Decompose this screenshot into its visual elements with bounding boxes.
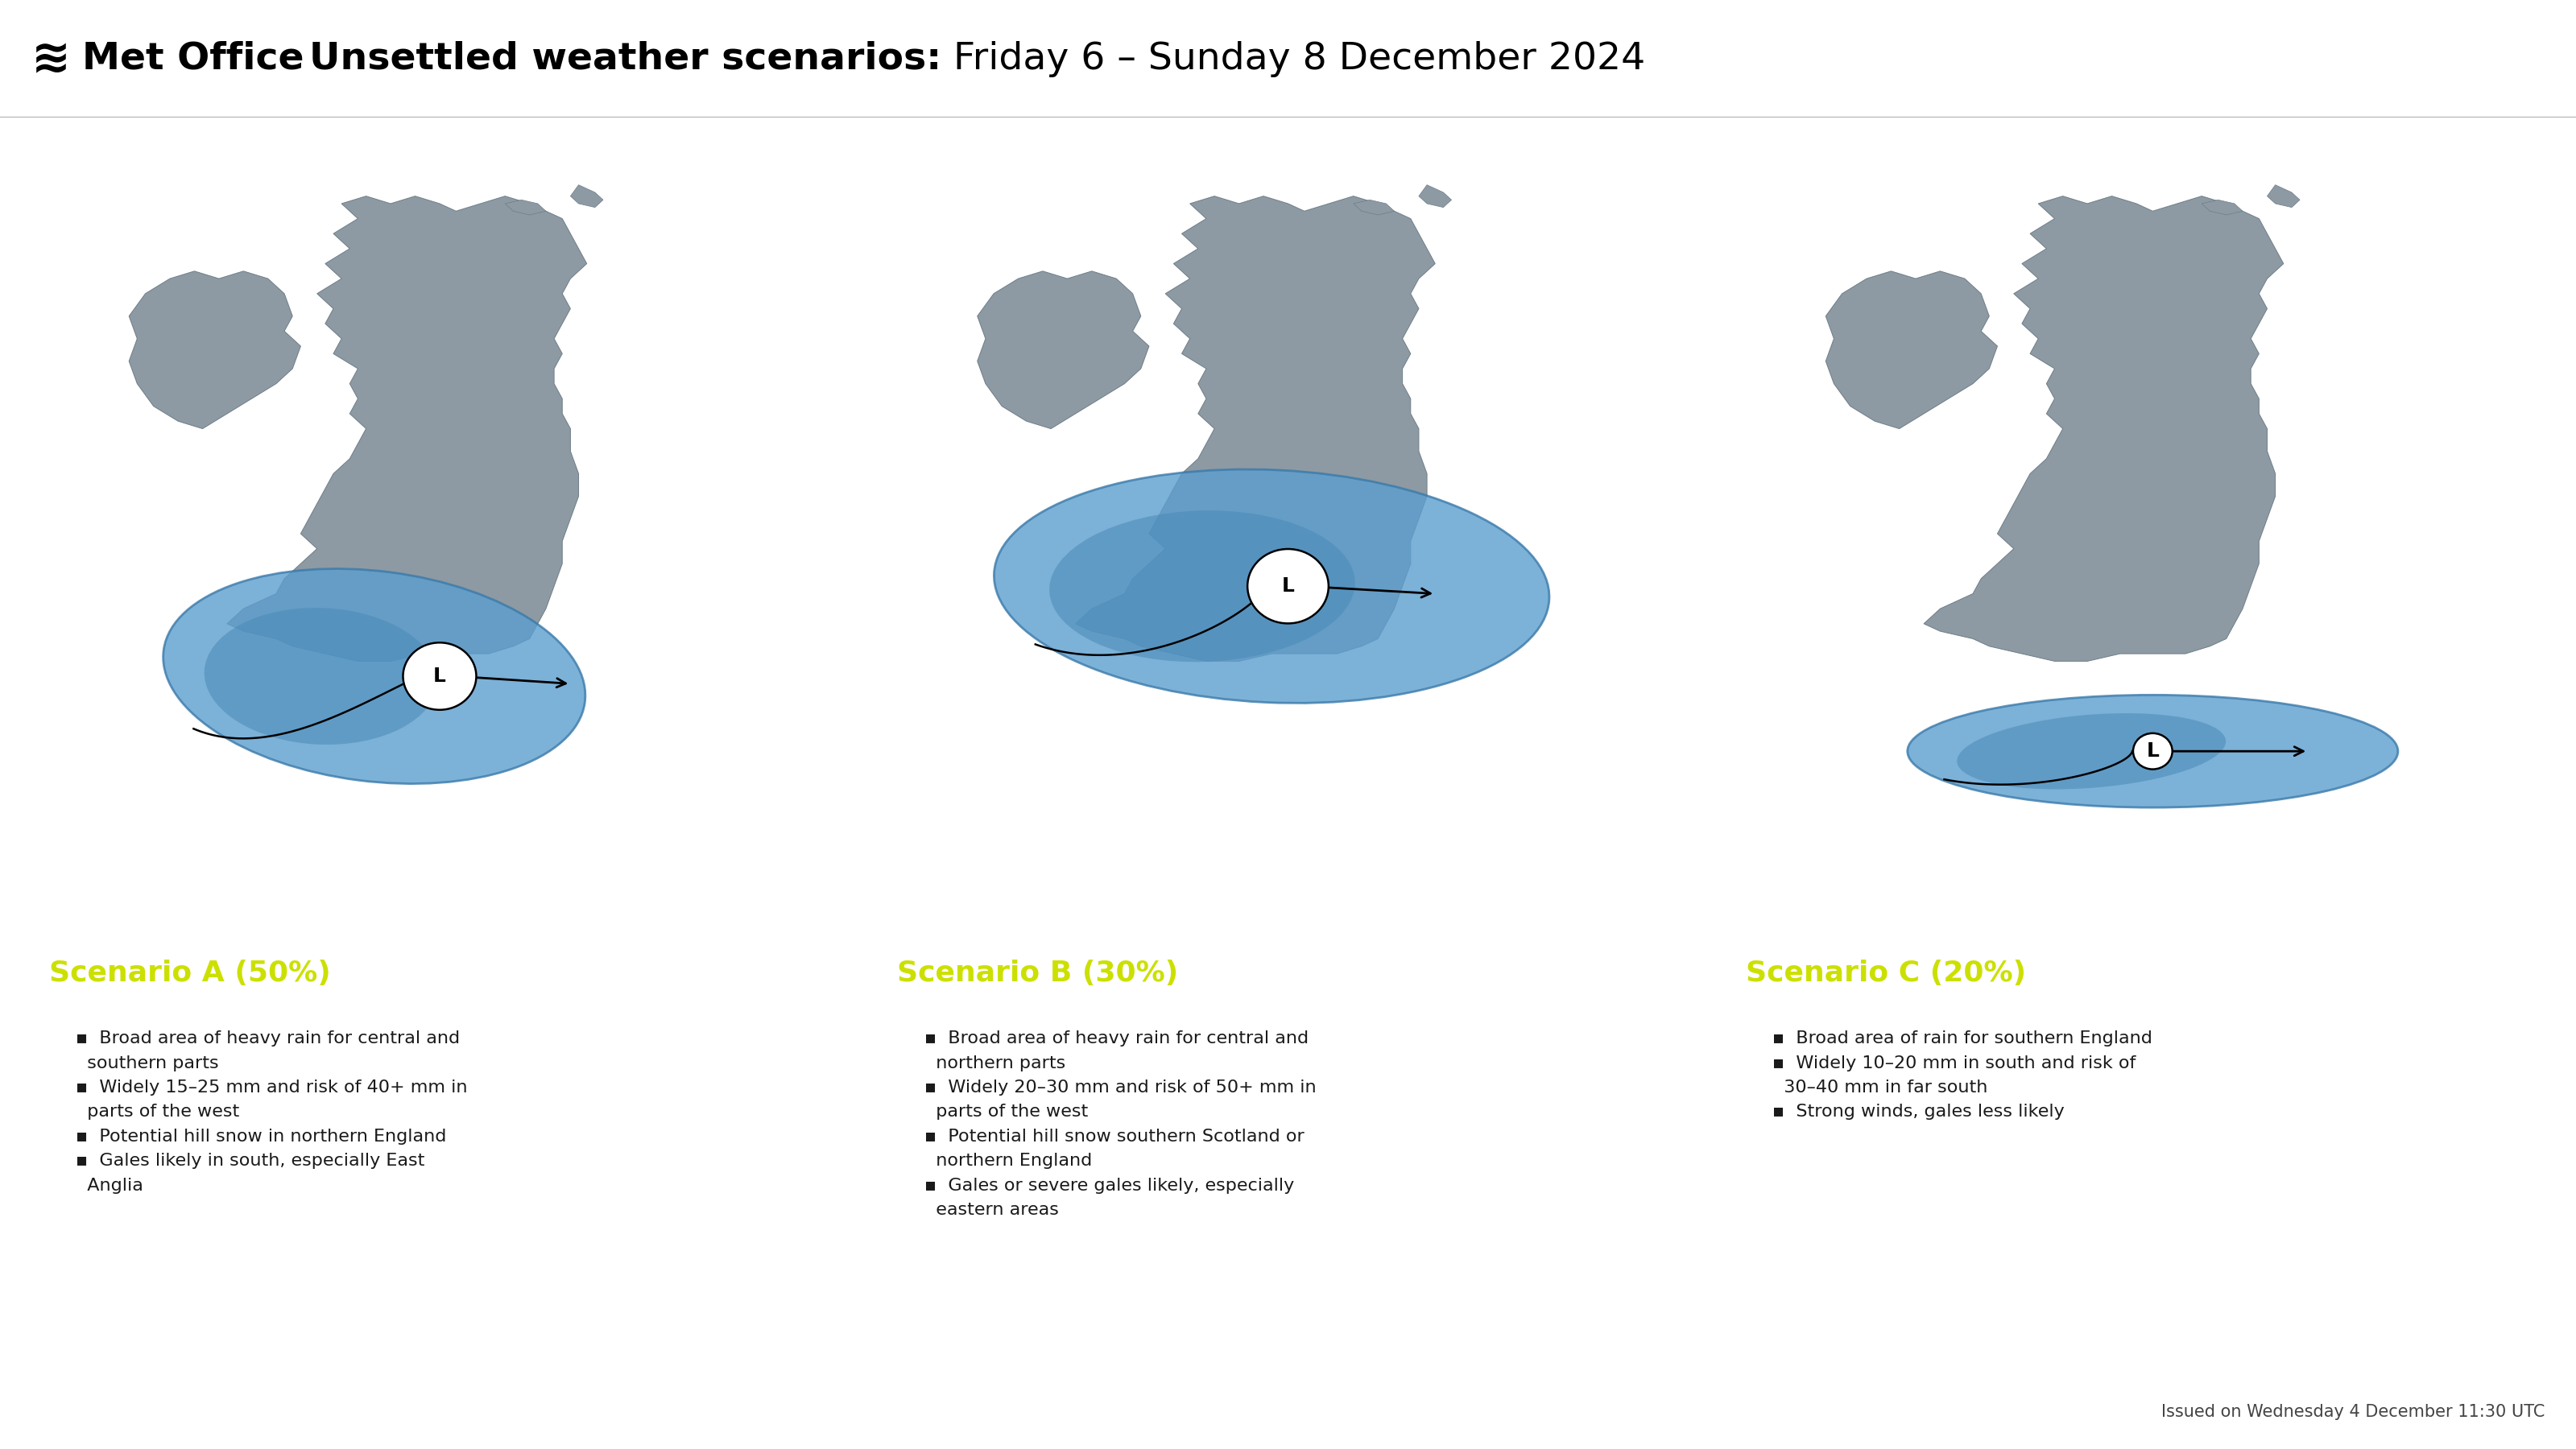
Polygon shape [227,196,587,661]
Text: L: L [2146,742,2159,761]
Circle shape [2133,733,2172,769]
Text: Scenario B (30%): Scenario B (30%) [896,959,1177,987]
Text: Friday 6 – Sunday 8 December 2024: Friday 6 – Sunday 8 December 2024 [953,41,1646,77]
Polygon shape [569,185,603,207]
Ellipse shape [1048,510,1355,662]
Polygon shape [2267,185,2300,207]
Polygon shape [1924,196,2282,661]
Text: L: L [433,667,446,685]
Circle shape [402,642,477,710]
Text: Met Office: Met Office [82,41,304,77]
Polygon shape [505,200,546,214]
Text: ▪  Broad area of rain for southern England
▪  Widely 10–20 mm in south and risk : ▪ Broad area of rain for southern Englan… [1772,1030,2154,1120]
Text: Unsettled weather scenarios:: Unsettled weather scenarios: [309,41,940,77]
Polygon shape [1826,271,1996,429]
Ellipse shape [162,569,585,784]
Text: Issued on Wednesday 4 December 11:30 UTC: Issued on Wednesday 4 December 11:30 UTC [2161,1404,2545,1420]
Ellipse shape [1906,696,2398,807]
Text: Scenario C (20%): Scenario C (20%) [1747,959,2025,987]
Polygon shape [2202,200,2244,214]
Polygon shape [1419,185,1450,207]
Text: ▪  Broad area of heavy rain for central and
  southern parts
▪  Widely 15–25 mm : ▪ Broad area of heavy rain for central a… [75,1030,466,1194]
Polygon shape [1352,200,1394,214]
Text: Scenario A (50%): Scenario A (50%) [49,959,330,987]
Polygon shape [1074,196,1435,661]
Ellipse shape [204,607,438,745]
Text: ▪  Broad area of heavy rain for central and
  northern parts
▪  Widely 20–30 mm : ▪ Broad area of heavy rain for central a… [925,1030,1316,1219]
Polygon shape [976,271,1149,429]
Circle shape [1247,549,1329,623]
Ellipse shape [1958,713,2226,790]
Text: L: L [1283,577,1293,596]
Text: ≋: ≋ [31,36,70,83]
Ellipse shape [994,469,1548,703]
Polygon shape [129,271,301,429]
